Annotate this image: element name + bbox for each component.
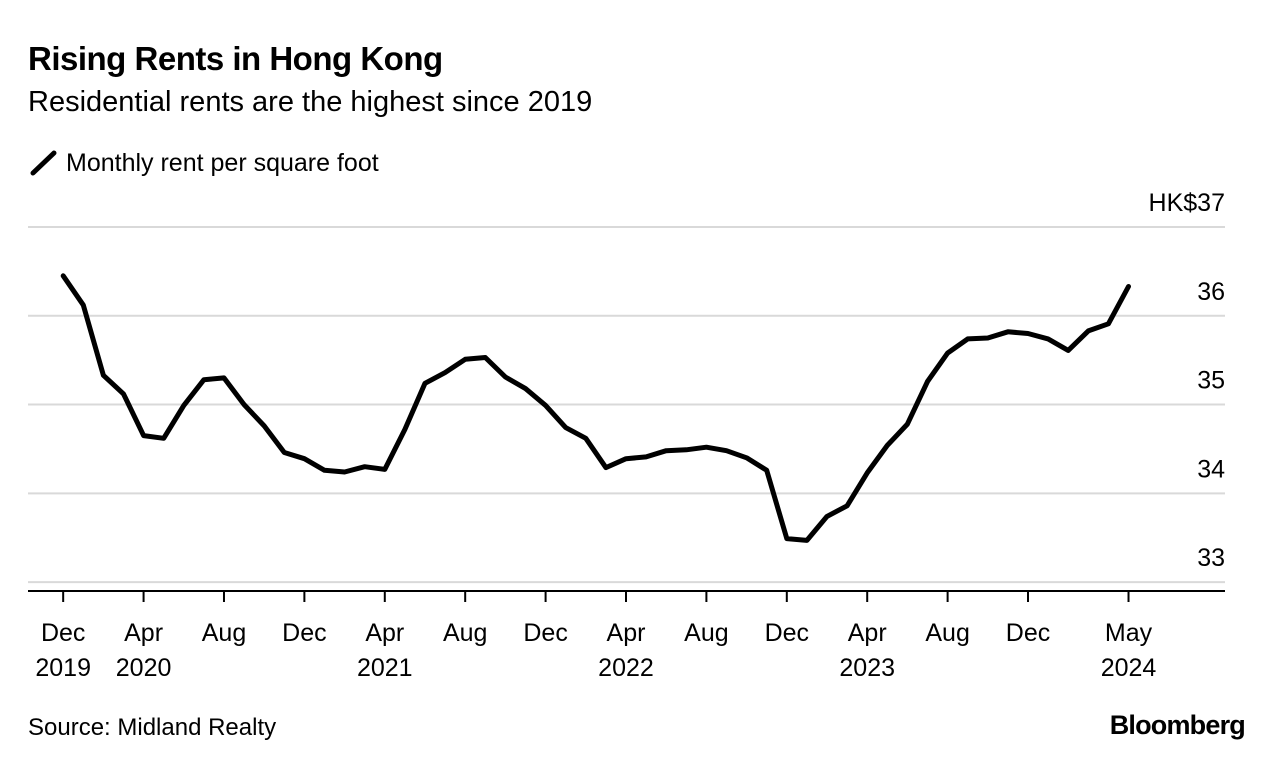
x-tick-year-label: 2019	[35, 654, 91, 682]
line-swatch-icon	[30, 150, 57, 176]
x-axis-ticks: Dec 2019 Apr 2020 Aug Dec Apr 2021 Aug Dec Apr 2022…	[35, 591, 1156, 682]
x-tick-month-label: May	[1105, 619, 1153, 647]
series-layer	[60, 273, 1131, 543]
y-tick-label: 33	[1197, 544, 1225, 572]
y-tick-label: HK$37	[1149, 189, 1225, 217]
x-tick-month-label: Aug	[925, 619, 969, 647]
x-tick-year-label: 2022	[598, 654, 654, 682]
legend-label: Monthly rent per square foot	[66, 148, 379, 177]
x-tick-month-label: Apr	[607, 619, 646, 647]
chart-subtitle: Residential rents are the highest since …	[28, 86, 593, 118]
y-axis-labels: 33 34 35 36 HK$37	[1149, 189, 1226, 572]
y-tick-label: 35	[1197, 367, 1225, 395]
y-tick-label: 34	[1197, 455, 1225, 483]
x-tick-month-label: Aug	[202, 619, 246, 647]
x-tick-month-label: Apr	[124, 619, 163, 647]
x-tick-month-label: Dec	[523, 619, 567, 647]
source-note: Source: Midland Realty	[28, 714, 277, 741]
x-tick-year-label: 2020	[116, 654, 172, 682]
gridlines	[28, 226, 1225, 584]
chart-title: Rising Rents in Hong Kong	[28, 40, 443, 77]
y-tick-label: 36	[1197, 278, 1225, 306]
x-tick-month-label: Dec	[41, 619, 85, 647]
x-tick-month-label: Dec	[282, 619, 326, 647]
series-line	[60, 273, 1131, 543]
x-tick-month-label: Apr	[848, 619, 887, 647]
x-tick-year-label: 2021	[357, 654, 413, 682]
x-tick-month-label: Dec	[765, 619, 809, 647]
x-tick-year-label: 2024	[1101, 654, 1157, 682]
bloomberg-logo: Bloomberg	[1109, 710, 1246, 740]
legend: Monthly rent per square foot	[28, 148, 379, 178]
x-tick-month-label: Aug	[443, 619, 487, 647]
x-tick-month-label: Aug	[684, 619, 728, 647]
x-tick-month-label: Apr	[365, 619, 404, 647]
x-tick-year-label: 2023	[839, 654, 895, 682]
x-tick-month-label: Dec	[1006, 619, 1050, 647]
